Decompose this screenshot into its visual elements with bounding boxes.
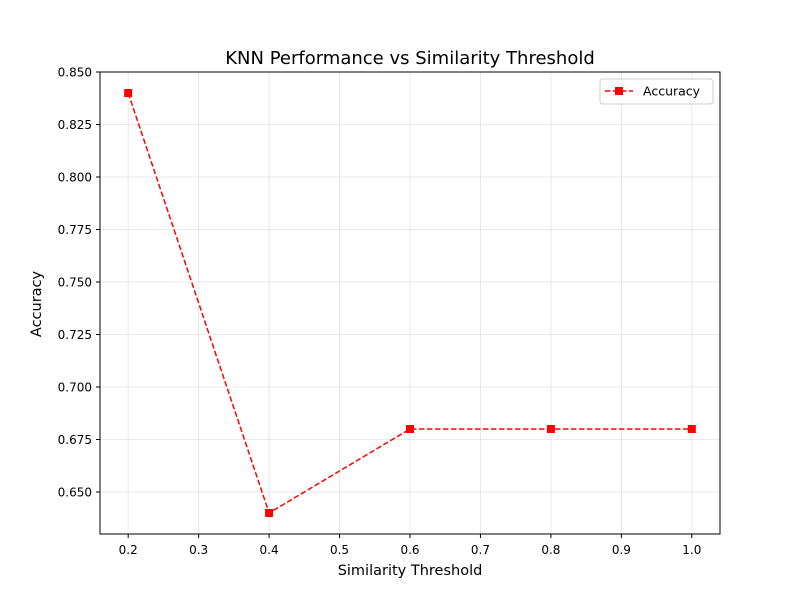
legend-marker-swatch [615,87,623,95]
data-point-marker [124,89,133,97]
data-point-marker [406,425,414,433]
x-tick-label: 0.9 [612,543,631,557]
legend-label: Accuracy [643,84,701,99]
x-tick-label: 0.5 [330,543,349,557]
y-tick-label: 0.650 [58,486,92,500]
data-point-marker [546,425,555,433]
y-tick-label: 0.850 [58,66,92,80]
y-tick-label: 0.750 [58,276,92,290]
chart-title: KNN Performance vs Similarity Threshold [225,48,595,69]
legend: Accuracy [599,78,714,105]
series-line [127,92,692,515]
y-tick-label: 0.675 [58,433,92,447]
y-tick-label: 0.825 [58,118,92,132]
x-tick-label: 0.4 [260,543,279,557]
x-tick-label: 1.0 [682,543,701,557]
grid-lines [100,71,720,534]
x-tick-label: 0.3 [189,543,208,557]
x-tick-label: 0.8 [541,543,560,557]
legend-box [599,78,714,105]
data-point-marker [265,509,274,517]
x-tick-label: 0.6 [400,543,419,557]
y-tick-label: 0.700 [58,381,92,395]
ticks: 0.2 0.3 0.4 0.5 0.6 0.7 0.8 0.9 1.0 0.650 0.675 0.7… [58,66,702,558]
data-point-marker [687,425,696,433]
x-axis-label: Similarity Threshold [338,563,483,579]
x-tick-label: 0.7 [471,543,490,557]
y-tick-label: 0.775 [58,223,92,237]
y-tick-label: 0.725 [58,328,92,342]
y-axis-label: Accuracy [29,270,45,337]
x-tick-label: 0.2 [119,543,138,557]
series-layer [124,89,696,517]
y-tick-label: 0.800 [58,171,92,185]
